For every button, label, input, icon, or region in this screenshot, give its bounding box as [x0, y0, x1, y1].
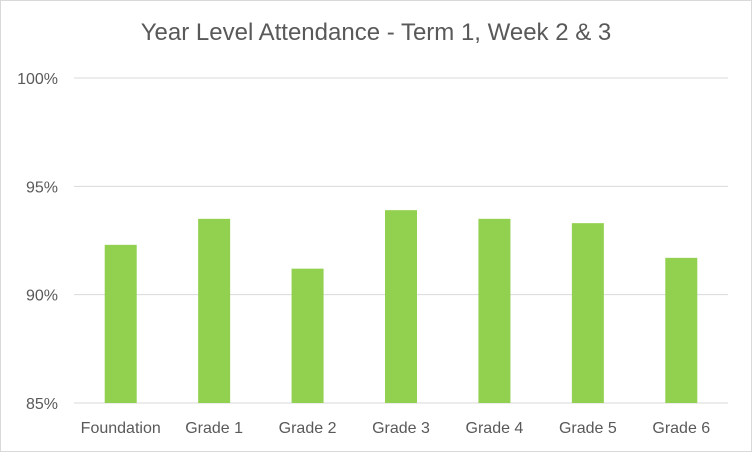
bar-grade-2 — [291, 268, 324, 403]
y-tick-label: 85% — [26, 396, 58, 413]
x-tick-label: Grade 4 — [466, 420, 524, 437]
y-tick-label: 90% — [26, 288, 58, 305]
x-tick-label: Grade 6 — [652, 420, 710, 437]
y-tick-label: 100% — [17, 71, 58, 88]
x-tick-label: Grade 3 — [372, 420, 430, 437]
x-tick-label: Grade 2 — [279, 420, 337, 437]
bar-foundation — [104, 244, 137, 403]
bar-grade-5 — [571, 223, 604, 403]
x-tick-label: Grade 1 — [185, 420, 243, 437]
bar-grade-6 — [665, 257, 698, 403]
x-tick-label: Foundation — [81, 420, 161, 437]
y-tick-label: 95% — [26, 179, 58, 196]
x-tick-label: Grade 5 — [559, 420, 617, 437]
bar-grade-3 — [385, 210, 417, 403]
bar-grade-1 — [198, 218, 231, 403]
bar-grade-4 — [478, 218, 511, 403]
chart-title: Year Level Attendance - Term 1, Week 2 &… — [140, 19, 612, 46]
